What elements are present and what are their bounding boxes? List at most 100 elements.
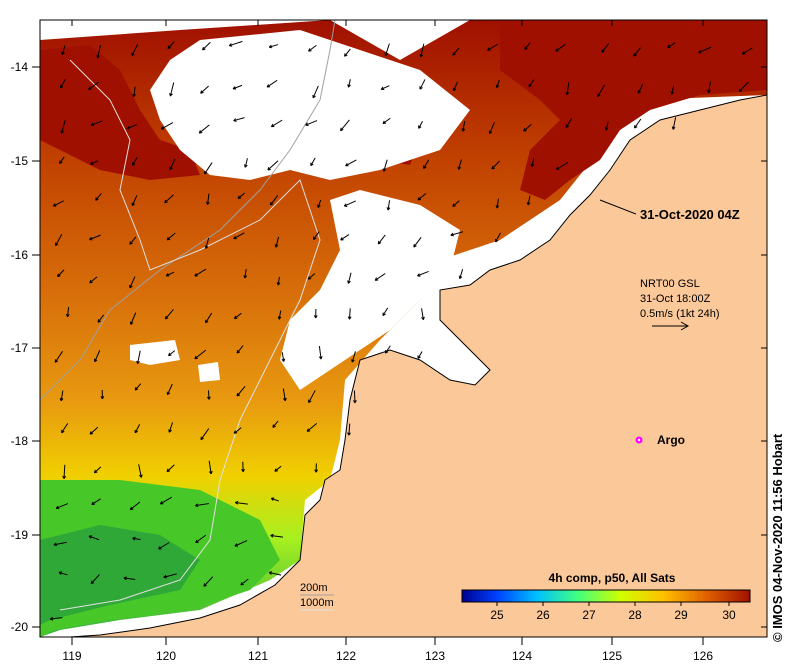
x-tick-label: 125 [602,649,622,663]
coastline [69,94,767,637]
vector-legend-line3: 0.5m/s (1kt 24h) [640,308,719,320]
y-tick-label: -18 [11,434,29,448]
current-arrow [236,345,244,354]
contour-legend-200m: 200m [300,582,328,594]
current-arrow [269,195,279,206]
y-tick-label: -14 [11,60,29,74]
y-tick-label: -20 [11,620,29,634]
current-arrow [59,390,64,402]
current-arrow [270,497,280,502]
current-arrow [266,79,278,88]
vector-legend-arrowhead [680,321,690,331]
current-arrow [495,232,501,243]
current-arrow [277,310,282,320]
colorbar: 4h comp, p50, All Sats 25 26 27 28 29 30 [461,571,751,622]
current-arrow [634,118,642,129]
x-tick-label: 121 [248,649,268,663]
current-arrow [208,460,213,475]
x-tick-label: 122 [336,649,356,663]
colorbar-tick-label: 29 [674,608,688,622]
argo-float: Argo [635,433,685,447]
y-tick-label: -15 [11,154,29,168]
current-arrow [235,500,248,505]
current-arrow [458,268,464,280]
current-arrow [132,536,141,541]
current-arrow [274,236,280,248]
current-arrow [318,346,323,360]
current-arrow [461,121,466,132]
current-arrow [671,117,677,130]
current-arrow [54,351,63,363]
current-arrow [131,156,138,166]
current-arrow [667,42,676,48]
current-arrow [633,47,641,57]
current-arrow [94,350,101,363]
current-arrow [169,82,175,97]
current-arrow [203,576,214,587]
colorbar-title: 4h comp, p50, All Sats [549,571,676,585]
current-arrow [555,161,569,170]
x-tick-label: 120 [156,649,176,663]
current-arrow [166,383,173,396]
current-arrow [88,535,100,541]
colorbar-tick-label: 28 [628,608,642,622]
current-arrow [452,200,460,207]
current-arrow [136,350,141,365]
current-arrow [347,423,351,436]
plot-area [40,20,767,637]
current-arrow [310,157,316,167]
current-arrow [129,312,137,325]
current-arrow [345,159,357,167]
current-arrow [233,427,242,434]
current-arrow [195,534,207,544]
current-arrow [457,159,462,170]
cloud-gap-east [280,190,460,390]
current-arrow [417,351,423,359]
warm-patch-ne [500,20,767,200]
x-tick-label: 126 [693,649,713,663]
current-arrow [89,234,101,241]
current-arrow [61,45,66,55]
current-arrow [670,85,675,95]
current-arrow [382,159,388,172]
current-arrow [423,159,430,169]
current-arrow [134,424,141,434]
current-arrow [194,268,207,277]
current-arrow [313,308,318,319]
current-arrow [123,576,136,581]
current-arrow [417,270,429,277]
current-arrow [59,78,66,89]
current-arrow [167,41,175,50]
current-arrow [204,162,213,175]
current-arrow [202,41,211,51]
current-arrow [382,307,389,316]
x-tick-label: 124 [512,649,532,663]
current-arrow [91,498,101,506]
current-arrow [59,156,65,165]
current-arrow [698,46,712,54]
current-arrow [195,503,209,508]
current-arrow [413,236,422,248]
current-arrow [237,192,245,200]
current-arrow [243,268,248,279]
current-arrow [57,269,65,278]
current-arrow [421,308,425,320]
current-arrow [159,496,173,505]
current-arrow [132,86,136,98]
current-arrow [158,542,170,550]
current-arrow [205,312,213,324]
current-arrow [236,385,246,397]
current-arrow [89,426,99,435]
current-arrow [58,571,68,576]
current-arrow [228,40,243,47]
current-arrow [163,573,177,579]
current-arrow [565,82,570,96]
current-arrow [281,352,286,362]
current-arrow [129,501,141,511]
current-arrow [317,199,322,208]
current-arrow [307,273,316,280]
current-arrow [340,234,350,241]
current-arrow [386,200,391,211]
current-arrow [55,503,69,510]
current-arrow [524,42,531,50]
